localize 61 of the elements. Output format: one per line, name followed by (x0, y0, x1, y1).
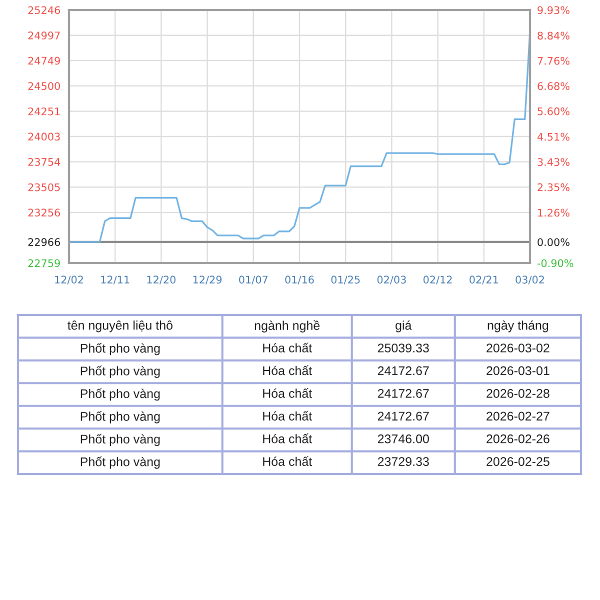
y-tick-label: 22966 (28, 238, 60, 246)
y2-tick-label: 7.76% (538, 56, 570, 65)
x-tick-label: 12/02 (55, 276, 83, 284)
text: 24172.67 (378, 412, 429, 421)
text: Phốt pho vàng (80, 388, 160, 401)
x-tick-label: 12/20 (147, 276, 176, 284)
y-tick-label: 22759 (28, 259, 60, 268)
category-label: giá (396, 320, 412, 332)
text: 25039.33 (378, 344, 429, 352)
category-label: ngành nghề (254, 320, 320, 332)
text: 2026-02-25 (486, 457, 550, 466)
text: 2026-02-27 (486, 412, 550, 421)
x-tick-label: 01/16 (285, 276, 314, 284)
y-tick-label: 23754 (28, 158, 60, 166)
y2-tick-label: 5.60% (538, 107, 570, 116)
y-tick-label: 23256 (28, 208, 60, 217)
y2-tick-label: 0.00% (538, 238, 570, 246)
text: 2026-03-02 (486, 344, 550, 352)
text: Hóa chất (263, 456, 312, 466)
y-tick-label: 24749 (28, 56, 60, 65)
text: 23729.33 (378, 457, 429, 466)
text: 2026-02-28 (486, 389, 550, 398)
category-label: ngày tháng (488, 320, 548, 332)
x-tick-label: 02/12 (423, 276, 452, 284)
category-label: tên nguyên liệu thô (68, 320, 172, 332)
text: Hóa chất (263, 365, 312, 376)
y2-tick-label: 8.84% (538, 32, 570, 40)
text: Hóa chất (263, 342, 312, 352)
y-tick-label: 24003 (28, 132, 60, 141)
y-tick-label: 23505 (28, 183, 60, 192)
y2-tick-label: 1.26% (538, 208, 570, 217)
y-tick-label: 25246 (28, 6, 60, 14)
y2-tick-label: 6.68% (538, 82, 570, 90)
y2-tick-label: 4.51% (537, 132, 570, 141)
text: Phốt pho vàng (80, 366, 160, 378)
y-tick-label: 24997 (28, 32, 60, 40)
x-tick-label: 01/25 (331, 276, 360, 284)
text: Hóa chất (263, 410, 312, 421)
text: Phốt pho vàng (80, 434, 160, 446)
text: 2026-03-01 (486, 366, 550, 376)
y-tick-label: 24251 (28, 107, 60, 116)
text: Phốt pho vàng (80, 456, 160, 469)
text: Phốt pho vàng (80, 411, 160, 424)
text: Hóa chất (263, 434, 312, 444)
text: Hóa chất (263, 388, 312, 398)
text: 24172.67 (378, 366, 429, 376)
x-tick-label: 02/03 (377, 276, 406, 284)
text: Phốt pho vàng (80, 342, 160, 356)
text: 2026-02-26 (486, 434, 550, 444)
text: 24172.67 (378, 389, 429, 398)
y-tick-label: 24500 (28, 82, 60, 90)
x-tick-label: 01/07 (239, 276, 268, 284)
text: 23746.00 (378, 434, 429, 444)
y2-tick-label: -0.90% (537, 259, 574, 268)
x-tick-label: 02/21 (470, 276, 498, 284)
y2-tick-label: 2.35% (538, 183, 570, 192)
x-tick-label: 12/11 (101, 276, 130, 284)
x-tick-label: 03/02 (516, 276, 544, 284)
y2-tick-label: 3.43% (538, 158, 570, 166)
y2-tick-label: 9.93% (538, 6, 570, 14)
x-tick-label: 12/29 (193, 276, 222, 284)
